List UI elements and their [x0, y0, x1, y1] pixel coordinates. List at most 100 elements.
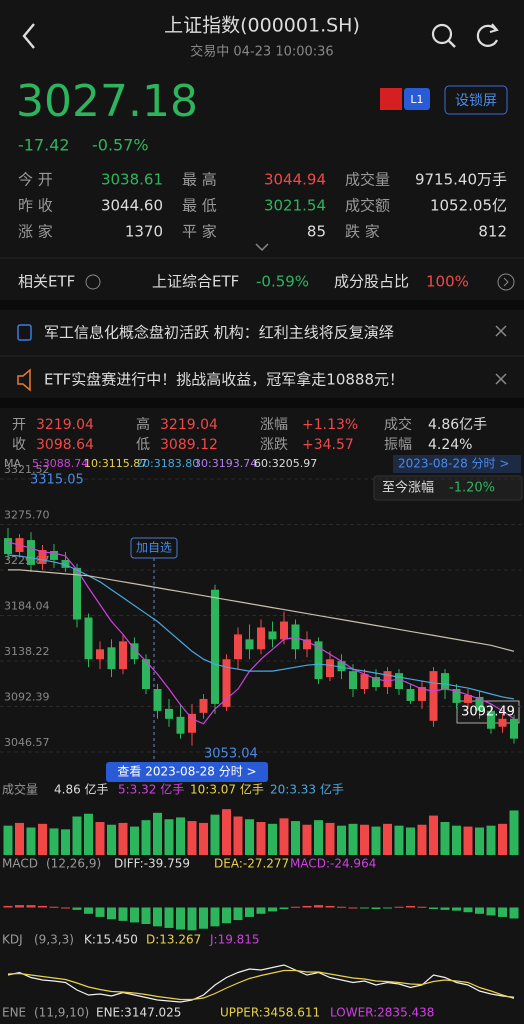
candle-body	[153, 689, 162, 711]
indicator-value: UPPER:3458.611	[220, 1006, 320, 1020]
volume-bar	[233, 816, 243, 855]
volume-value: 5:3.32 亿手	[118, 782, 184, 797]
date-link-bg[interactable]	[393, 455, 521, 473]
volume-bar	[15, 822, 24, 855]
stat-value: 1370	[125, 223, 163, 241]
volume-value: 4.86 亿手	[54, 782, 109, 797]
macd-bar	[210, 907, 220, 927]
volume-bar	[222, 809, 231, 855]
indicator-value: DEA:-27.277	[214, 857, 289, 871]
kline-value: 3098.64	[36, 437, 94, 453]
macd-bar	[314, 905, 323, 908]
page-title: 上证指数(000001.SH)	[164, 15, 360, 37]
candle-body	[199, 698, 208, 713]
close-button[interactable]	[495, 373, 507, 385]
info-icon[interactable]	[85, 274, 101, 290]
lock-button-label[interactable]: 设锁屏	[455, 93, 497, 109]
macd-bar	[417, 906, 427, 908]
macd-bar	[49, 906, 59, 908]
more-arrow	[503, 277, 509, 287]
volume-bar	[314, 820, 323, 855]
stat-value: 9715.40万手	[415, 171, 507, 189]
news-item[interactable]: 军工信息化概念盘初活跃 机构：红利主线将反复演绎	[44, 324, 394, 342]
ma-line	[7, 554, 515, 700]
stat-value: 85	[307, 223, 326, 241]
stat-label: 成交量	[345, 171, 390, 189]
volume-bar	[417, 824, 427, 855]
kline-value: +34.57	[302, 437, 354, 453]
candle-body	[107, 647, 116, 670]
candle-body	[418, 687, 426, 701]
volume-bar	[210, 814, 220, 855]
expand-icon[interactable]	[255, 243, 269, 252]
view-link-button[interactable]	[106, 762, 268, 782]
macd-bar	[3, 905, 13, 908]
add-watch[interactable]: 加自选	[136, 541, 172, 555]
share-label: 成分股占比	[334, 273, 409, 291]
candle-body	[395, 673, 403, 690]
macd-bar	[360, 907, 369, 909]
macd-bar	[26, 905, 36, 908]
view-link[interactable]: 查看 2023-08-28 分时 >	[117, 765, 256, 779]
ma-value: 20:3183.80	[136, 457, 199, 470]
kline-label: 开	[12, 417, 26, 433]
candle-body	[211, 589, 219, 704]
volume-label: 成交量	[2, 782, 38, 797]
candle-body	[96, 649, 104, 660]
volume-bar	[176, 817, 185, 855]
indicator-label: ENE	[2, 1006, 26, 1020]
stat-value: 3021.54	[264, 197, 326, 215]
indicator-value: DIFF:-39.759	[114, 857, 190, 871]
stat-value: 3044.94	[264, 171, 326, 189]
candle-body	[188, 713, 196, 733]
volume-bar	[118, 822, 128, 855]
indicator-params: (12,26,9)	[46, 857, 101, 871]
volume-bar	[3, 825, 13, 855]
volume-bar	[509, 810, 519, 855]
volume-value: 20:3.33 亿手	[270, 782, 344, 797]
since-value: -1.20%	[449, 481, 495, 496]
macd-bar	[153, 907, 162, 927]
stat-label: 平 家	[182, 223, 217, 241]
macd-bar	[61, 907, 70, 909]
candle-body	[452, 689, 461, 703]
ma-line	[7, 541, 515, 725]
volume-bar	[130, 826, 139, 855]
news-item[interactable]: ETF实盘赛进行中！挑战高收益，冠军拿走10888元！	[44, 371, 404, 389]
candle-body	[303, 639, 311, 650]
back-button[interactable]	[22, 23, 35, 49]
candle-body	[372, 677, 380, 688]
lock-button[interactable]	[444, 85, 508, 115]
candle-body	[360, 674, 369, 690]
close-button[interactable]	[495, 325, 507, 337]
candle-body	[337, 661, 346, 672]
macd-bar	[348, 907, 358, 909]
indicator-params: (11,9,10)	[34, 1006, 89, 1020]
macd-bar	[337, 906, 346, 908]
candle-body	[27, 540, 35, 565]
kline-value: 4.86亿手	[428, 417, 487, 433]
candle-body	[268, 631, 277, 640]
level: L1	[410, 93, 423, 106]
candle-body	[326, 659, 334, 678]
etf-name[interactable]: 上证综合ETF	[152, 273, 239, 291]
refresh-button[interactable]	[476, 23, 499, 47]
stat-value: 812	[478, 223, 507, 241]
search-button[interactable]	[431, 23, 456, 48]
kline-label: 低	[136, 437, 150, 453]
volume-bar	[383, 823, 392, 855]
flag-icon	[380, 88, 402, 110]
macd-bar	[84, 907, 93, 914]
kline-label: 收	[12, 437, 26, 453]
volume-bar	[429, 815, 438, 855]
candle-body	[510, 718, 518, 739]
y-tick-label: 3092.39	[4, 691, 50, 704]
candle-body	[487, 710, 495, 729]
date-link[interactable]: 2023-08-28 分时 >	[398, 457, 509, 471]
kdj-line	[7, 969, 515, 1001]
more-button[interactable]	[497, 273, 515, 291]
candle-body	[4, 538, 12, 554]
macd-bar	[118, 907, 128, 921]
